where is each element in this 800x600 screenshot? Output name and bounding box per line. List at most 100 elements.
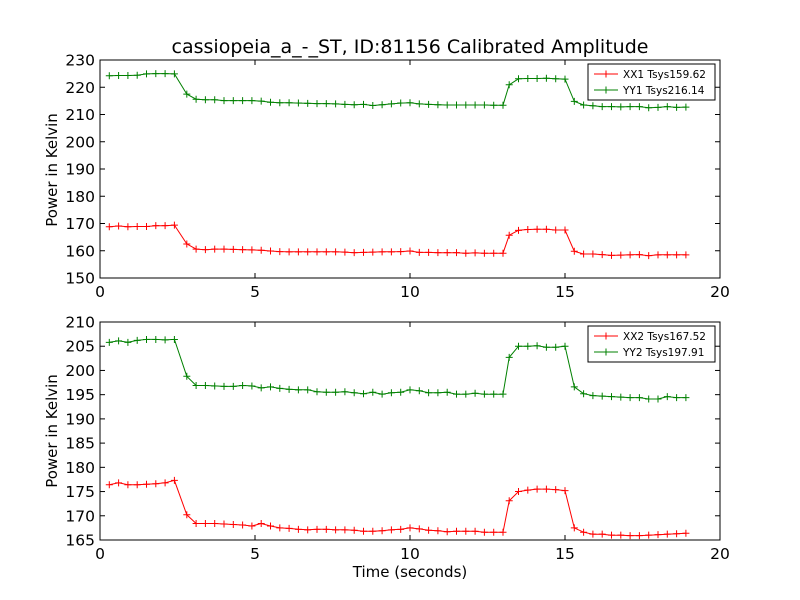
data-point-marker xyxy=(589,530,597,538)
data-point-marker xyxy=(161,479,169,487)
data-point-marker xyxy=(161,222,169,230)
data-point-marker xyxy=(499,101,507,109)
legend-bottom: XX2 Tsys167.52 YY2 Tsys197.91 xyxy=(587,325,716,363)
data-point-marker xyxy=(462,527,470,535)
data-point-marker xyxy=(608,393,615,401)
legend-box xyxy=(587,63,716,101)
data-point-marker xyxy=(663,251,671,259)
data-point-marker xyxy=(635,532,643,540)
data-point-marker xyxy=(360,100,367,108)
data-point-marker xyxy=(161,336,169,344)
y-tick-label-top: 230 xyxy=(65,52,95,70)
data-point-marker xyxy=(471,389,479,397)
y-tick-label-top: 170 xyxy=(65,215,95,233)
data-point-marker xyxy=(397,388,405,396)
y-tick-label-bottom: 165 xyxy=(65,532,95,550)
data-point-marker xyxy=(201,381,209,389)
data-point-marker xyxy=(505,231,513,239)
data-point-marker xyxy=(378,248,386,256)
data-point-marker xyxy=(313,248,321,256)
data-point-marker xyxy=(608,103,615,111)
data-point-marker xyxy=(645,252,653,260)
data-point-marker xyxy=(434,389,442,397)
data-point-marker xyxy=(443,249,451,257)
data-point-marker xyxy=(471,249,479,257)
legend-label: XX1 Tsys159.62 xyxy=(623,69,706,81)
data-point-marker xyxy=(220,245,228,253)
data-point-marker xyxy=(443,388,451,396)
data-point-marker xyxy=(105,338,113,346)
data-point-marker xyxy=(453,527,460,535)
data-point-marker xyxy=(617,251,625,259)
data-point-marker xyxy=(105,223,113,231)
data-point-marker xyxy=(267,522,274,530)
data-point-marker xyxy=(115,337,123,345)
data-point-marker xyxy=(570,247,578,255)
data-point-marker xyxy=(341,526,349,534)
data-point-marker xyxy=(654,103,662,111)
data-point-marker xyxy=(570,524,578,532)
legend-label: XX2 Tsys167.52 xyxy=(623,331,706,343)
data-point-marker xyxy=(397,525,405,533)
data-point-marker xyxy=(350,526,358,534)
data-point-marker xyxy=(570,383,578,391)
data-point-marker xyxy=(505,81,513,89)
data-point-marker xyxy=(143,222,150,230)
data-point-marker xyxy=(115,479,123,487)
data-point-marker xyxy=(425,248,433,256)
data-point-marker xyxy=(285,524,293,532)
data-point-marker xyxy=(415,248,423,256)
x-tick-label-top: 20 xyxy=(710,283,730,301)
data-point-marker xyxy=(552,75,560,83)
data-point-marker xyxy=(552,343,560,351)
data-point-marker xyxy=(124,72,132,80)
data-point-marker xyxy=(267,98,274,106)
data-point-marker xyxy=(387,248,395,256)
data-point-marker xyxy=(561,75,569,83)
x-tick-label-top: 10 xyxy=(400,283,420,301)
x-tick-label-top: 15 xyxy=(555,283,575,301)
data-point-marker xyxy=(542,225,550,233)
data-point-marker xyxy=(133,71,141,79)
y-tick-label-top: 160 xyxy=(65,242,95,260)
data-point-marker xyxy=(415,387,423,395)
data-point-marker xyxy=(369,388,377,396)
data-point-marker xyxy=(580,101,588,109)
data-point-marker xyxy=(533,342,541,350)
data-point-marker xyxy=(434,101,442,109)
x-tick-label-bottom: 0 xyxy=(95,545,105,563)
data-point-marker xyxy=(453,101,460,109)
data-point-marker xyxy=(462,249,470,257)
data-point-marker xyxy=(360,248,367,256)
data-point-marker xyxy=(332,388,340,396)
data-point-marker xyxy=(617,103,625,111)
data-point-marker xyxy=(229,520,237,528)
y-tick-label-bottom: 175 xyxy=(65,483,95,501)
data-point-marker xyxy=(143,335,150,343)
y-tick-label-bottom: 200 xyxy=(65,362,95,380)
data-point-marker xyxy=(239,521,247,529)
data-point-marker xyxy=(105,481,113,489)
data-point-marker xyxy=(285,385,293,393)
y-tick-label-top: 200 xyxy=(65,133,95,151)
data-point-marker xyxy=(626,103,634,111)
data-point-marker xyxy=(183,240,191,248)
data-point-marker xyxy=(480,528,488,536)
data-point-marker xyxy=(170,70,178,78)
data-point-marker xyxy=(406,386,414,394)
legend-marker xyxy=(602,332,610,340)
x-tick-label-top: 5 xyxy=(250,283,260,301)
data-point-marker xyxy=(350,389,358,397)
data-point-marker xyxy=(115,222,123,230)
data-point-marker xyxy=(133,481,141,489)
data-point-marker xyxy=(490,249,498,257)
data-point-marker xyxy=(453,390,460,398)
data-point-marker xyxy=(211,382,219,390)
data-point-marker xyxy=(673,103,681,111)
data-point-marker xyxy=(673,394,681,402)
data-point-marker xyxy=(387,389,395,397)
data-point-marker xyxy=(626,532,634,540)
y-tick-label-top: 220 xyxy=(65,79,95,97)
data-point-marker xyxy=(322,525,330,533)
data-point-marker xyxy=(369,527,377,535)
